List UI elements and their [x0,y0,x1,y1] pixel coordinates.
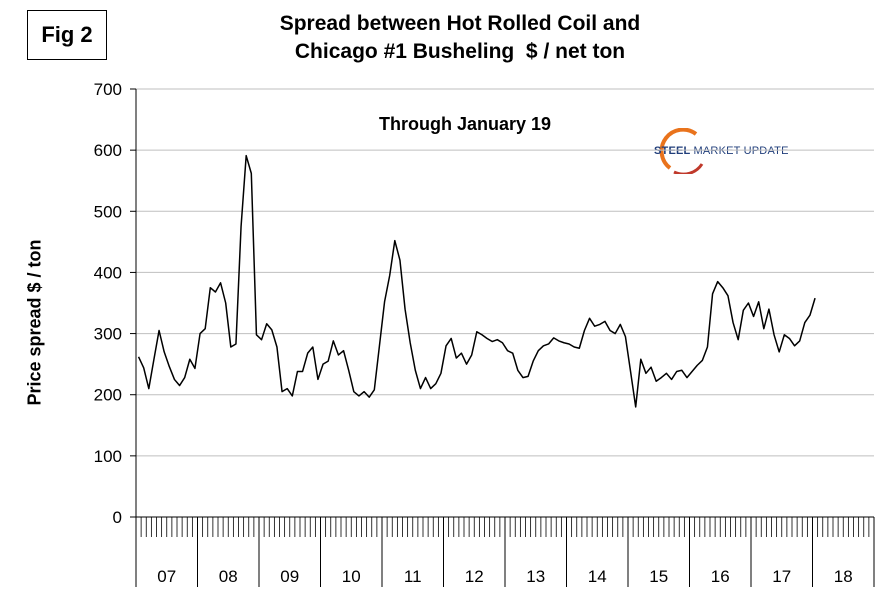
figure-label: Fig 2 [27,10,107,60]
y-tick-label-200: 200 [94,386,122,405]
steel-market-update-logo: STEEL MARKET UPDATE [648,128,798,174]
chart-subtitle: Through January 19 [378,114,552,134]
logo-word-steel: STEEL [654,145,691,157]
x-year-label-18: 18 [834,567,853,586]
x-year-label-13: 13 [526,567,545,586]
x-year-label-09: 09 [280,567,299,586]
logo-word-market-update: MARKET UPDATE [693,145,789,157]
x-year-label-10: 10 [342,567,361,586]
y-tick-label-0: 0 [113,508,122,527]
x-tick-marks [135,517,875,587]
x-year-label-07: 07 [157,567,176,586]
y-tick-label-400: 400 [94,263,122,282]
chart-title: Spread between Hot Rolled Coil and Chica… [180,10,740,66]
logo-swoosh-icon [659,128,704,174]
x-year-label-16: 16 [711,567,730,586]
chart-title-line-1: Spread between Hot Rolled Coil and [279,12,641,35]
y-tick-label-100: 100 [94,447,122,466]
chart-title-line-2: Chicago #1 Busheling $ / net ton [294,40,626,63]
x-year-labels: 07 08 09 10 11 12 13 14 15 16 17 18 [157,567,852,586]
axes [130,88,874,518]
x-year-label-17: 17 [772,567,791,586]
y-tick-label-300: 300 [94,325,122,344]
x-year-label-15: 15 [649,567,668,586]
x-year-label-08: 08 [219,567,238,586]
series-line-0 [137,154,816,408]
x-year-label-14: 14 [588,567,607,586]
y-tick-label-500: 500 [94,202,122,221]
y-tick-label-600: 600 [94,141,122,160]
series-layer [137,154,816,408]
y-tick-labels: 0 100 200 300 400 500 600 700 [94,80,122,527]
x-year-label-11: 11 [404,567,422,586]
y-tick-label-700: 700 [94,80,122,99]
x-year-label-12: 12 [465,567,484,586]
grid-lines [136,88,874,457]
